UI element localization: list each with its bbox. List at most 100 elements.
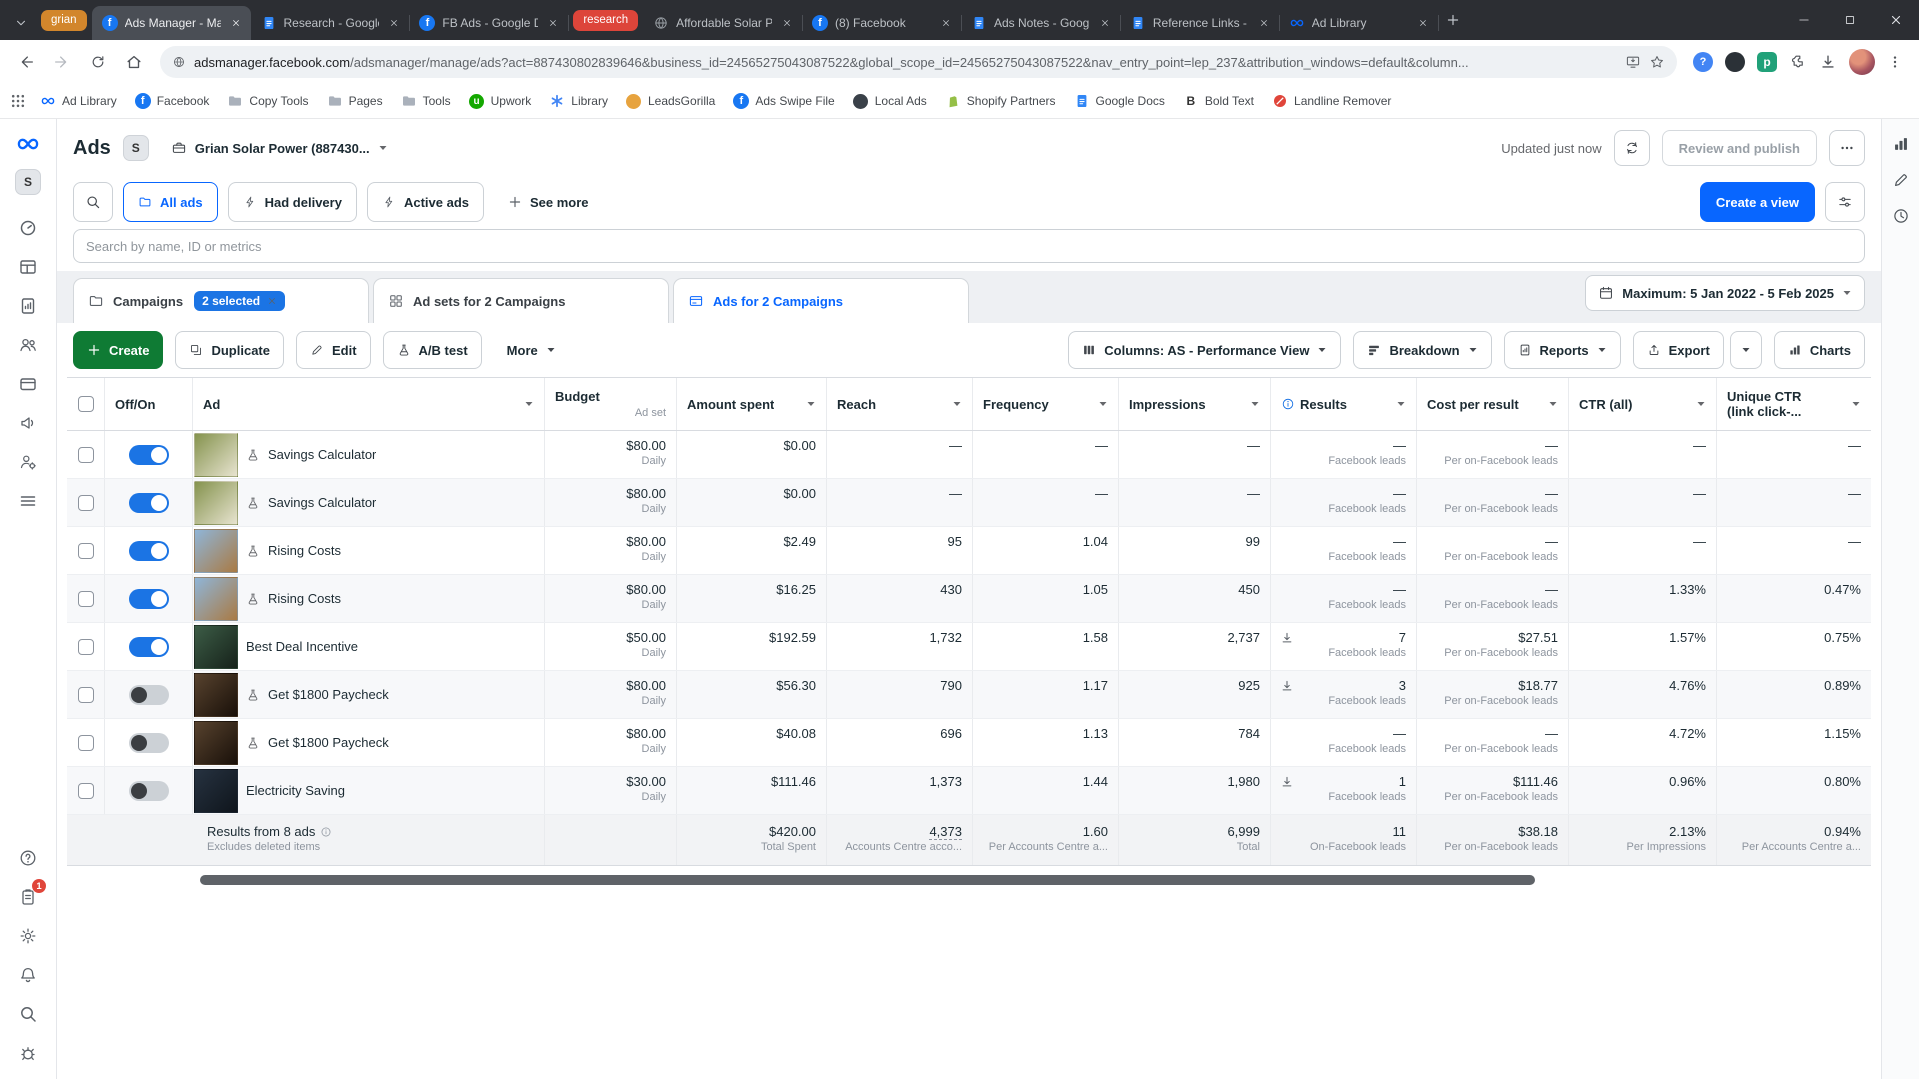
bookmark-ads-swipe-file[interactable]: f Ads Swipe File xyxy=(725,89,842,113)
sidebar-business-settings[interactable] xyxy=(9,443,47,480)
level-tab-ad-sets-for-2-campaigns[interactable]: Ad sets for 2 Campaigns xyxy=(373,278,669,323)
site-settings-icon[interactable] xyxy=(172,55,186,69)
level-tab-campaigns[interactable]: Campaigns 2 selected xyxy=(73,278,369,323)
sidebar-ads-reporting[interactable] xyxy=(9,287,47,324)
edit-panel-button[interactable] xyxy=(1888,167,1914,193)
create-button[interactable]: Create xyxy=(73,331,164,369)
filter-chip-all-ads[interactable]: All ads xyxy=(123,182,218,222)
browser-tab[interactable]: Research - Google Doc... xyxy=(251,6,411,40)
meta-logo[interactable] xyxy=(15,131,41,157)
sidebar-billing[interactable] xyxy=(9,365,47,402)
minimize-button[interactable] xyxy=(1781,0,1827,40)
ad-active-toggle[interactable] xyxy=(128,588,169,609)
account-avatar[interactable]: S xyxy=(15,169,41,195)
bookmark-facebook[interactable]: f Facebook xyxy=(127,89,218,113)
new-tab-button[interactable] xyxy=(1438,5,1468,35)
extension-icon[interactable]: p xyxy=(1757,52,1777,72)
bookmark-landline-remover[interactable]: Landline Remover xyxy=(1264,89,1399,113)
activity-history-panel-button[interactable] xyxy=(1888,203,1914,229)
tab-close-icon[interactable] xyxy=(1415,15,1431,31)
ad-name-link[interactable]: Rising Costs xyxy=(268,543,341,558)
tab-close-icon[interactable] xyxy=(938,15,954,31)
bookmark-library[interactable]: Library xyxy=(541,89,616,113)
ab-test-button[interactable]: A/B test xyxy=(382,331,482,369)
business-selector[interactable]: Grian Solar Power (887430... xyxy=(161,130,398,166)
bookmark-copy-tools[interactable]: Copy Tools xyxy=(219,89,316,113)
columns-button[interactable]: Columns: AS - Performance View xyxy=(1068,331,1342,369)
downloads-icon[interactable] xyxy=(1819,53,1837,71)
forward-button[interactable] xyxy=(46,46,78,78)
duplicate-button[interactable]: Duplicate xyxy=(175,331,284,369)
export-options-button[interactable] xyxy=(1729,331,1762,369)
filter-chip-see-more[interactable]: See more xyxy=(494,182,603,222)
bookmark-bold-text[interactable]: B Bold Text xyxy=(1175,89,1262,113)
sidebar-campaigns[interactable] xyxy=(9,248,47,285)
ad-active-toggle[interactable] xyxy=(128,732,169,753)
row-checkbox[interactable] xyxy=(77,734,94,751)
column-impressions[interactable]: Impressions xyxy=(1119,378,1271,430)
sidebar-advertise[interactable] xyxy=(9,404,47,441)
row-checkbox[interactable] xyxy=(77,494,94,511)
download-leads-icon[interactable] xyxy=(1280,631,1294,645)
column-cost-per-result[interactable]: Cost per result xyxy=(1417,378,1569,430)
install-app-icon[interactable] xyxy=(1625,54,1641,70)
export-button[interactable]: Export xyxy=(1632,331,1724,369)
more-button[interactable]: More xyxy=(493,331,569,369)
column-budget[interactable]: Budget Ad set xyxy=(545,378,677,430)
close-button[interactable] xyxy=(1873,0,1919,40)
search-input[interactable] xyxy=(73,229,1865,263)
address-bar[interactable]: adsmanager.facebook.com/adsmanager/manag… xyxy=(160,46,1677,78)
view-settings-button[interactable] xyxy=(1825,182,1865,222)
ad-name-link[interactable]: Get $1800 Paycheck xyxy=(268,735,389,750)
column-unique-ctr[interactable]: Unique CTR (link click-... xyxy=(1717,378,1871,430)
row-checkbox[interactable] xyxy=(77,686,94,703)
filter-chip-had-delivery[interactable]: Had delivery xyxy=(227,182,357,222)
ad-name-link[interactable]: Best Deal Incentive xyxy=(246,639,359,654)
ad-name-link[interactable]: Savings Calculator xyxy=(268,495,377,510)
profile-avatar[interactable] xyxy=(1849,49,1875,75)
column-results[interactable]: Results xyxy=(1271,378,1417,430)
horizontal-scrollbar[interactable] xyxy=(67,872,1871,888)
sidebar-account-overview[interactable] xyxy=(9,209,47,246)
column-ctr[interactable]: CTR (all) xyxy=(1569,378,1717,430)
more-options-button[interactable] xyxy=(1829,130,1865,166)
select-all-checkbox[interactable] xyxy=(77,396,94,412)
browser-tab[interactable]: Reference Links - Goo... xyxy=(1120,6,1280,40)
tab-close-icon[interactable] xyxy=(386,15,402,31)
bookmark-ad-library[interactable]: Ad Library xyxy=(32,89,125,113)
back-button[interactable] xyxy=(10,46,42,78)
column-reach[interactable]: Reach xyxy=(827,378,973,430)
bookmark-shopify-partners[interactable]: Shopify Partners xyxy=(937,89,1064,113)
bookmark-upwork[interactable]: u Upwork xyxy=(461,89,540,113)
row-checkbox[interactable] xyxy=(77,638,94,655)
download-leads-icon[interactable] xyxy=(1280,679,1294,693)
bookmark-tools[interactable]: Tools xyxy=(393,89,459,113)
sidebar-search[interactable] xyxy=(9,995,47,1032)
browser-tab[interactable]: Affordable Solar Panel... xyxy=(643,6,803,40)
create-view-button[interactable]: Create a view xyxy=(1699,182,1815,222)
sidebar-report-bug[interactable] xyxy=(9,1034,47,1071)
search-filter-button[interactable] xyxy=(73,182,113,222)
tab-group-grian[interactable]: grian xyxy=(41,9,87,31)
sidebar-all-tools[interactable] xyxy=(9,482,47,519)
row-checkbox[interactable] xyxy=(77,590,94,607)
extension-icon[interactable]: ? xyxy=(1693,52,1713,72)
tab-close-icon[interactable] xyxy=(545,15,561,31)
row-checkbox[interactable] xyxy=(77,446,94,463)
row-checkbox[interactable] xyxy=(77,782,94,799)
tab-group-research[interactable]: research xyxy=(573,9,639,31)
breakdown-button[interactable]: Breakdown xyxy=(1353,331,1492,369)
ad-active-toggle[interactable] xyxy=(128,684,169,705)
ad-active-toggle[interactable] xyxy=(128,636,169,657)
browser-tab[interactable]: f Ads Manager - Manag... xyxy=(91,6,251,40)
row-checkbox[interactable] xyxy=(77,542,94,559)
bookmark-local-ads[interactable]: Local Ads xyxy=(845,89,935,113)
tab-close-icon[interactable] xyxy=(1097,15,1113,31)
ad-active-toggle[interactable] xyxy=(128,540,169,561)
reload-button[interactable] xyxy=(82,46,114,78)
tab-close-icon[interactable] xyxy=(779,15,795,31)
download-leads-icon[interactable] xyxy=(1280,775,1294,789)
tab-close-icon[interactable] xyxy=(1256,15,1272,31)
business-avatar[interactable]: S xyxy=(122,135,149,161)
sidebar-help[interactable] xyxy=(9,839,47,876)
